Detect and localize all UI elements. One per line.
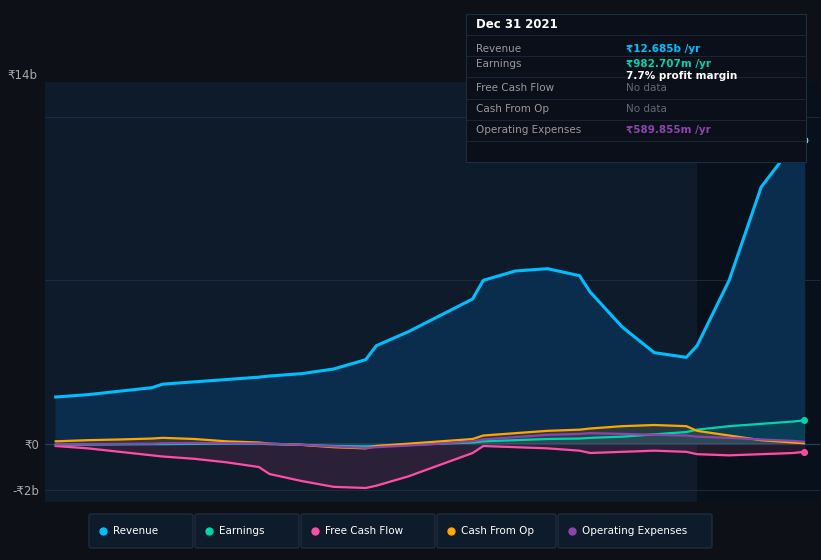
Text: Cash From Op: Cash From Op bbox=[461, 526, 534, 536]
Text: ₹589.855m /yr: ₹589.855m /yr bbox=[626, 125, 710, 136]
FancyBboxPatch shape bbox=[89, 514, 193, 548]
Text: ₹14b: ₹14b bbox=[7, 69, 37, 82]
Text: Free Cash Flow: Free Cash Flow bbox=[325, 526, 403, 536]
Text: Operating Expenses: Operating Expenses bbox=[582, 526, 687, 536]
FancyBboxPatch shape bbox=[558, 514, 712, 548]
Text: Cash From Op: Cash From Op bbox=[476, 104, 549, 114]
Text: Revenue: Revenue bbox=[476, 44, 521, 54]
Text: No data: No data bbox=[626, 104, 667, 114]
Text: ₹982.707m /yr: ₹982.707m /yr bbox=[626, 59, 711, 69]
Text: Earnings: Earnings bbox=[476, 59, 521, 69]
Text: Dec 31 2021: Dec 31 2021 bbox=[476, 18, 558, 31]
Text: Revenue: Revenue bbox=[113, 526, 158, 536]
FancyBboxPatch shape bbox=[301, 514, 435, 548]
Text: 7.7% profit margin: 7.7% profit margin bbox=[626, 71, 737, 81]
FancyBboxPatch shape bbox=[437, 514, 556, 548]
Bar bbox=[697, 82, 820, 502]
Text: ₹12.685b /yr: ₹12.685b /yr bbox=[626, 44, 700, 54]
Text: Operating Expenses: Operating Expenses bbox=[476, 125, 581, 136]
Text: Earnings: Earnings bbox=[219, 526, 264, 536]
Text: Free Cash Flow: Free Cash Flow bbox=[476, 83, 554, 93]
FancyBboxPatch shape bbox=[195, 514, 299, 548]
Text: No data: No data bbox=[626, 83, 667, 93]
